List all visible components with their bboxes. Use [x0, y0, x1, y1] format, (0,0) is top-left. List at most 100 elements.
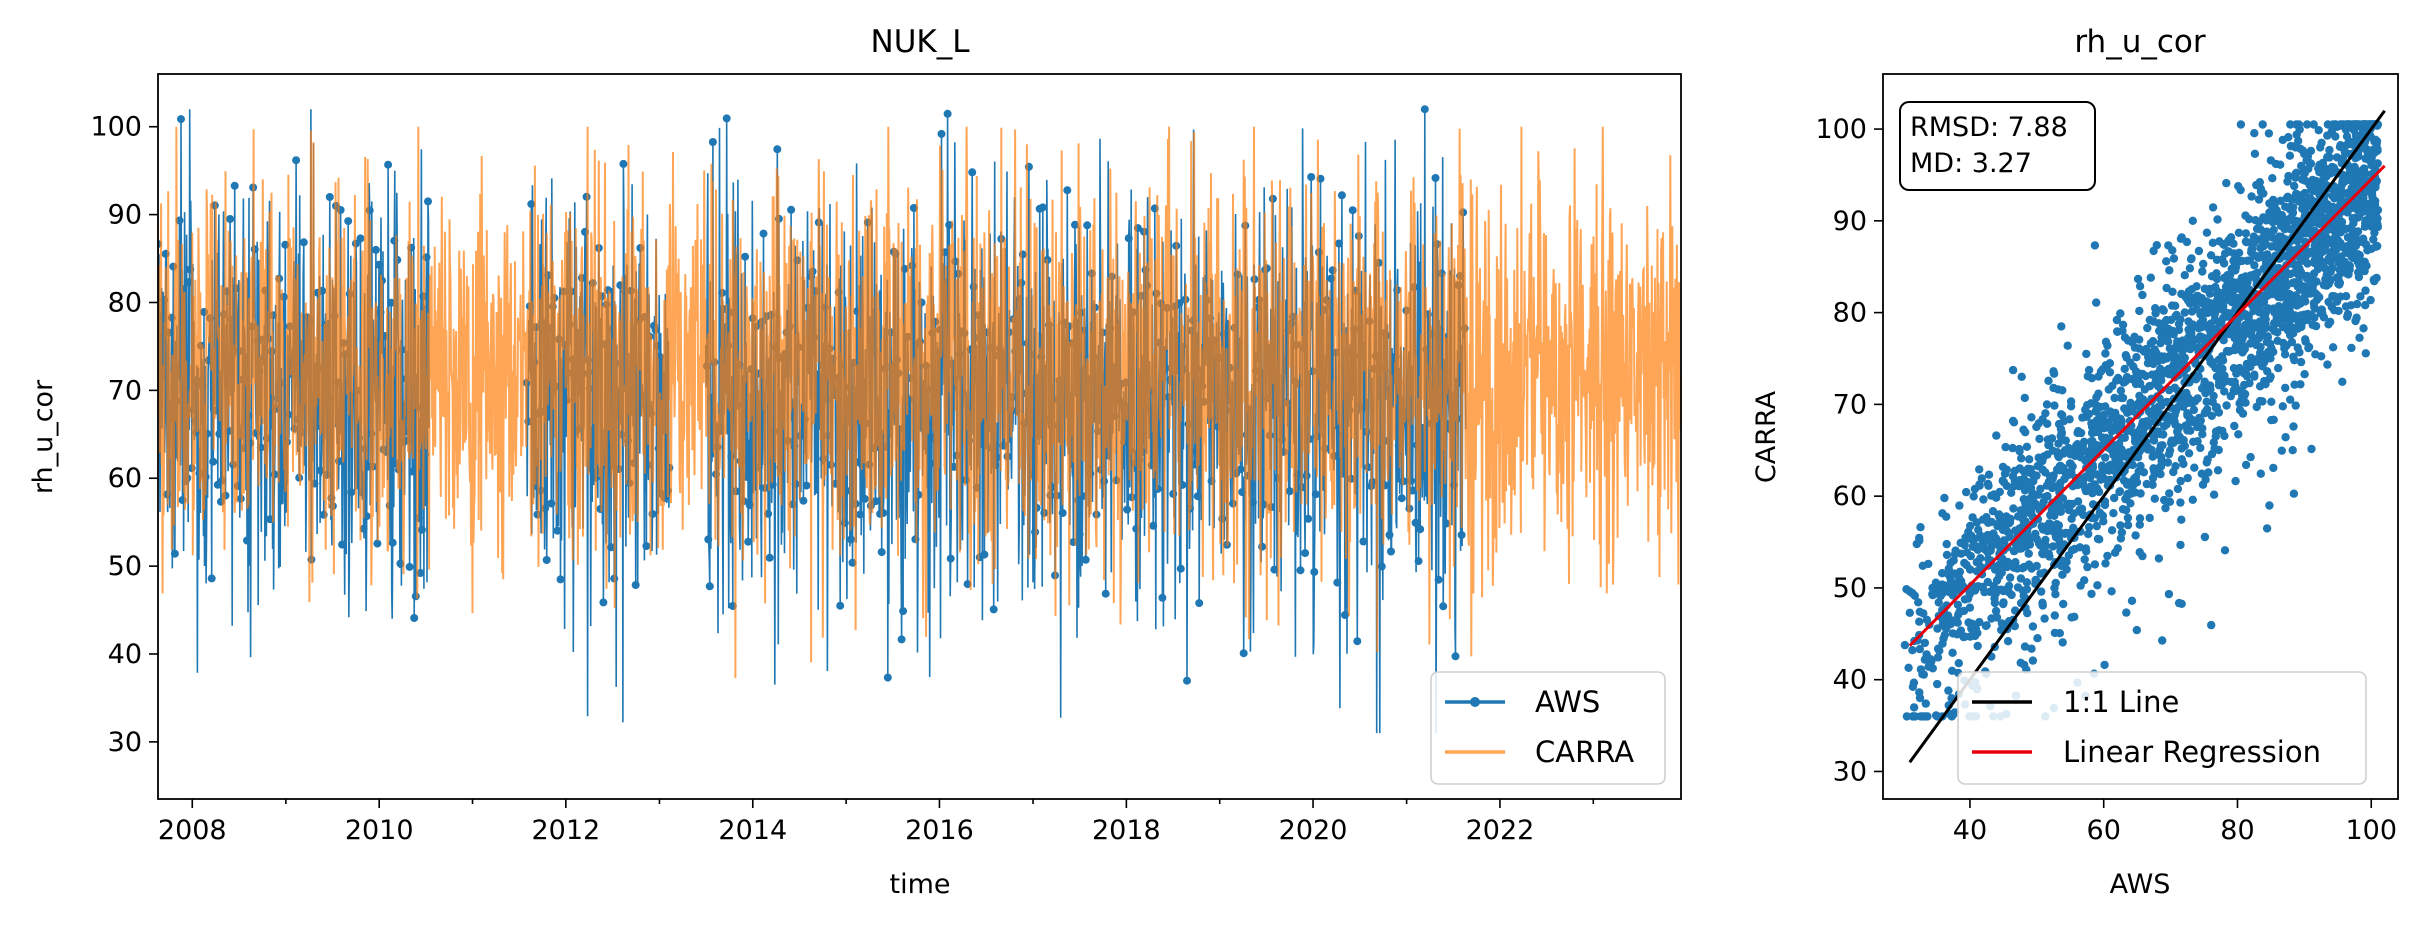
- timeseries-y-ticks: 30 40 50 60 70 80 90 100: [90, 112, 158, 758]
- scatter-point: [2313, 264, 2323, 274]
- scatter-point: [2208, 203, 2218, 212]
- scatter-point: [2277, 446, 2286, 455]
- scatter-point: [1992, 576, 2002, 585]
- scatter-point: [2037, 522, 2046, 531]
- scatter-point: [1952, 615, 1961, 624]
- scatter-point: [2253, 268, 2262, 277]
- aws-point: [946, 554, 955, 563]
- aws-point: [184, 278, 193, 287]
- scatter-point: [2361, 301, 2370, 310]
- md-label: MD: 3.27: [1910, 148, 2032, 179]
- x-tick-label: 2010: [345, 815, 414, 846]
- aws-point: [968, 168, 977, 177]
- scatter-point: [1973, 641, 1982, 651]
- scatter-point: [2323, 237, 2332, 246]
- scatter-point: [1933, 653, 1943, 662]
- scatter-point: [2219, 259, 2229, 268]
- scatter-point: [2023, 608, 2032, 618]
- scatter-point: [2366, 199, 2375, 208]
- scatter-point: [2219, 240, 2229, 249]
- scatter-point: [2294, 197, 2304, 206]
- scatter-point: [2319, 280, 2329, 290]
- aws-point: [209, 457, 218, 466]
- scatter-point: [2025, 455, 2034, 464]
- scatter-point: [2202, 458, 2211, 467]
- scatter-point: [2285, 290, 2294, 300]
- y-tick-label: 100: [90, 112, 142, 143]
- scatter-point: [2307, 444, 2316, 454]
- scatter-point: [2057, 322, 2066, 331]
- scatter-point: [2276, 279, 2285, 288]
- scatter-point: [2006, 573, 2015, 582]
- scatter-point: [2258, 120, 2267, 129]
- aws-point: [299, 238, 308, 247]
- scatter-point: [2145, 513, 2154, 523]
- scatter-point: [2123, 480, 2132, 489]
- aws-point: [408, 467, 417, 476]
- scatter-point: [2246, 452, 2255, 462]
- scatter-point: [2250, 149, 2260, 158]
- aws-point: [705, 582, 714, 591]
- scatter-point: [2202, 297, 2211, 306]
- timeseries-panel: NUK_L 2008 2010 2012 2014 2016 2018 2020 2022 3…: [28, 24, 1682, 900]
- scatter-point: [2296, 257, 2305, 266]
- aws-point: [1411, 518, 1420, 527]
- scatter-point: [2033, 634, 2042, 643]
- aws-point: [243, 536, 251, 545]
- scatter-point: [2110, 493, 2119, 503]
- scatter-point: [2196, 333, 2206, 342]
- aws-point: [937, 129, 946, 138]
- scatter-point: [2016, 658, 2025, 667]
- scatter-point: [2019, 425, 2028, 434]
- scatter-point: [1984, 470, 1994, 479]
- aws-point: [527, 200, 536, 209]
- scatter-point: [2180, 271, 2189, 280]
- scatter-point: [2083, 562, 2092, 572]
- aws-point: [759, 229, 768, 238]
- aws-point: [338, 540, 347, 549]
- scatter-point: [1915, 536, 1924, 545]
- scatter-point: [2342, 120, 2351, 129]
- scatter-point: [2150, 494, 2159, 503]
- scatter-point: [2027, 564, 2036, 573]
- aws-point: [387, 298, 396, 307]
- aws-point: [1377, 562, 1386, 571]
- aws-point: [765, 553, 774, 562]
- scatter-point: [2202, 322, 2212, 331]
- scatter-point: [2243, 278, 2252, 287]
- scatter-point: [2113, 544, 2122, 553]
- scatter-point: [2194, 246, 2204, 256]
- scatter-points: [1900, 120, 2383, 721]
- scatter-point: [2292, 189, 2301, 199]
- y-tick-label: 100: [1815, 114, 1867, 145]
- scatter-point: [2231, 266, 2240, 275]
- scatter-point: [2069, 509, 2079, 518]
- aws-point: [414, 514, 423, 523]
- scatter-point: [1908, 646, 1917, 655]
- scatter-point: [2264, 129, 2274, 138]
- scatter-point: [2178, 340, 2187, 349]
- scatter-point: [2238, 348, 2247, 357]
- aws-point: [1058, 509, 1067, 517]
- scatter-point: [2207, 620, 2216, 630]
- scatter-point: [2240, 320, 2250, 330]
- aws-point: [1236, 465, 1245, 474]
- scatter-point: [2296, 144, 2305, 153]
- scatter-point: [2107, 526, 2117, 535]
- scatter-point: [2228, 288, 2237, 297]
- aws-point: [542, 556, 551, 564]
- scatter-point: [2062, 557, 2071, 567]
- scatter-point: [1918, 561, 1928, 570]
- scatter-point: [1994, 510, 2004, 519]
- scatter-point: [2055, 466, 2064, 475]
- scatter-point: [2111, 452, 2121, 461]
- scatter-point: [2127, 406, 2137, 416]
- scatter-point: [2334, 258, 2343, 267]
- scatter-point: [2169, 361, 2178, 371]
- aws-point: [362, 512, 371, 521]
- scatter-point: [1995, 538, 2004, 547]
- scatter-point: [2331, 234, 2341, 243]
- scatter-point: [2370, 137, 2379, 146]
- scatter-point: [2291, 401, 2300, 410]
- aws-point: [607, 543, 616, 552]
